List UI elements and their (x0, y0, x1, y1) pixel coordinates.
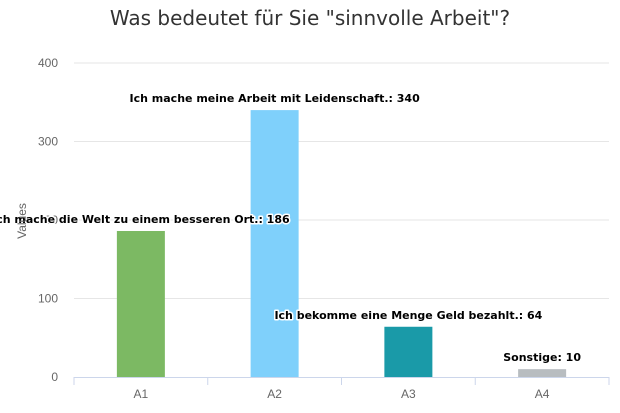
data-label: Sonstige: 10 (503, 351, 581, 364)
chart-title: Was bedeutet für Sie "sinnvolle Arbeit"? (109, 6, 511, 30)
bar-a2[interactable] (250, 110, 299, 377)
bars (116, 110, 567, 377)
y-axis-title: Values (15, 203, 29, 239)
x-tick-label: A4 (535, 387, 550, 401)
data-label: Ich bekomme eine Menge Geld bezahlt.: 64 (274, 309, 542, 322)
bar-a1[interactable] (116, 230, 165, 377)
bar-a4[interactable] (518, 369, 567, 377)
data-label: Ich mache meine Arbeit mit Leidenschaft.… (130, 92, 421, 105)
y-tick-label: 0 (51, 370, 58, 384)
x-tick-label: A3 (401, 387, 416, 401)
y-tick-label: 300 (38, 135, 58, 149)
bar-a3[interactable] (384, 326, 433, 377)
y-tick-label: 200 (38, 213, 58, 227)
y-tick-label: 100 (38, 292, 58, 306)
axes: 0 100 200 300 400 A1 A2 A3 A4 (38, 56, 610, 401)
y-tick-label: 400 (38, 56, 58, 70)
data-labels: Ich mache die Welt zu einem besseren Ort… (0, 91, 583, 366)
x-tick-label: A2 (267, 387, 282, 401)
data-label: Ich mache die Welt zu einem besseren Ort… (0, 213, 290, 226)
x-tick-label: A1 (134, 387, 149, 401)
